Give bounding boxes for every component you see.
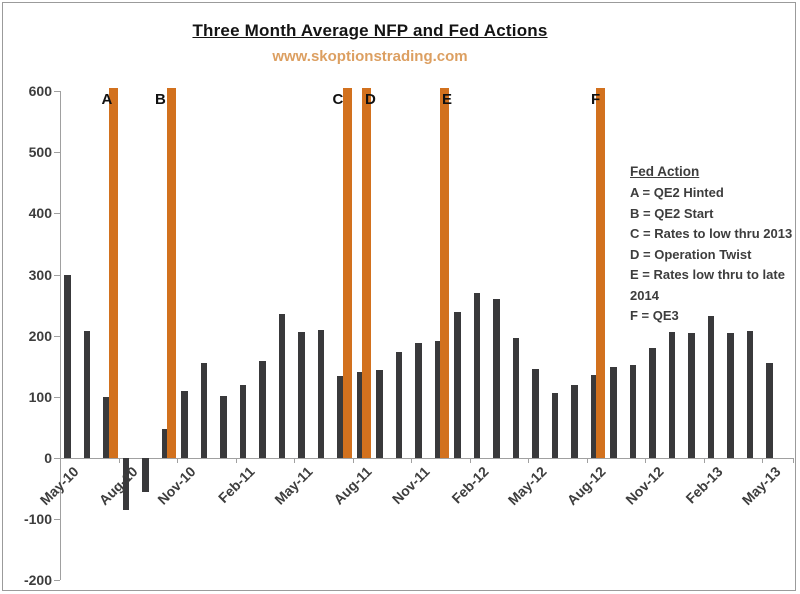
nfp-bar-Sep-11 [376, 369, 383, 458]
y-axis-tick [54, 274, 60, 276]
nfp-bar-Jan-13 [688, 333, 695, 458]
legend-entry-C: C = Rates to low thru 2013 [630, 226, 793, 241]
y-axis-tick [54, 396, 60, 398]
y-axis-label: 300 [28, 266, 52, 283]
y-axis-tick [54, 152, 60, 154]
chart-subtitle: www.skoptionstrading.com [272, 48, 468, 65]
fed-action-line-F [596, 88, 605, 458]
nfp-bar-Dec-11 [434, 341, 441, 458]
nfp-bar-Aug-12 [590, 374, 597, 458]
nfp-bar-Jun-11 [317, 329, 324, 458]
nfp-bar-May-11 [298, 331, 305, 458]
y-axis-tick [54, 580, 60, 582]
legend-entry-F: F = QE3 [630, 308, 679, 323]
y-axis-tick [54, 335, 60, 337]
x-axis-tick [762, 458, 763, 463]
y-axis-label: 100 [28, 388, 52, 405]
x-axis-tick [528, 458, 529, 463]
chart-title: Three Month Average NFP and Fed Actions [192, 21, 548, 40]
nfp-bar-Feb-13 [707, 316, 714, 458]
y-axis-tick [54, 519, 60, 521]
nfp-bar-Sep-12 [610, 366, 617, 458]
y-axis-label: -100 [23, 511, 52, 528]
nfp-bar-Aug-11 [356, 372, 363, 458]
nfp-bar-Jan-11 [220, 395, 227, 458]
y-axis-label: 0 [44, 450, 52, 466]
x-axis-tick [352, 458, 354, 463]
nfp-bar-Oct-11 [395, 351, 402, 458]
nfp-bar-Jun-10 [83, 331, 90, 458]
y-axis-tick [54, 213, 60, 215]
y-axis-label: 600 [28, 83, 52, 99]
x-axis-tick [792, 458, 794, 463]
fed-action-letter-A: A [101, 91, 113, 108]
y-axis-line [59, 91, 61, 580]
nfp-bar-Dec-12 [668, 331, 675, 458]
nfp-bar-Nov-11 [415, 343, 422, 458]
y-axis-label: 500 [28, 144, 52, 161]
y-axis-tick [54, 91, 60, 92]
fed-action-legend: Fed Action A = QE2 Hinted B = QE2 Start C … [630, 164, 796, 327]
legend-entry-A: A = QE2 Hinted [630, 185, 724, 200]
x-axis-tick [703, 458, 705, 463]
fed-action-line-A [108, 88, 118, 458]
nfp-bar-Mar-12 [493, 298, 500, 458]
nfp-bar-Feb-12 [473, 292, 480, 458]
x-axis-tick [411, 458, 412, 463]
x-axis-tick [177, 458, 178, 463]
nfp-bar-Nov-12 [649, 347, 656, 458]
fed-action-line-D [362, 88, 371, 458]
nfp-bar-Nov-10 [181, 390, 188, 458]
nfp-bar-Apr-12 [512, 338, 519, 458]
fed-action-line-E [440, 88, 449, 458]
x-axis-tick [469, 458, 471, 463]
nfp-bar-Jul-11 [337, 376, 344, 458]
x-axis-tick [118, 458, 120, 463]
y-axis-label: 400 [28, 205, 52, 222]
nfp-bar-Apr-11 [278, 314, 285, 458]
nfp-bar-May-12 [532, 368, 539, 458]
y-axis-label: -200 [23, 572, 52, 589]
x-axis-line [60, 457, 794, 459]
fed-action-letter-D: D [365, 91, 376, 108]
nfp-bar-May-10 [64, 274, 71, 458]
nfp-bar-Jan-12 [454, 312, 461, 458]
nfp-bar-Apr-13 [746, 331, 753, 458]
fed-action-letter-C: C [332, 91, 344, 108]
nfp-bar-Feb-11 [239, 384, 246, 458]
nfp-bar-May-13 [766, 363, 773, 458]
legend-entry-B: B = QE2 Start [630, 205, 714, 221]
nfp-bar-Mar-11 [259, 361, 266, 458]
nfp-bar-Oct-12 [629, 365, 636, 458]
nfp-bar-Oct-10 [161, 428, 168, 458]
legend-entry-E: E = Rates low thru to late 2014 [630, 267, 785, 303]
nfp-bar-Jun-12 [551, 392, 558, 458]
y-axis-tick [54, 458, 60, 459]
x-axis-tick [645, 458, 646, 463]
x-axis-tick [60, 458, 61, 463]
nfp-bar-Jul-12 [571, 385, 578, 458]
legend-entries: A = QE2 Hinted B = QE2 Start C = Rates to … [630, 183, 796, 327]
nfp-bar-Jul-10 [103, 396, 110, 458]
nfp-bar-Aug-10 [122, 458, 129, 510]
nfp-bar-Mar-13 [727, 332, 734, 458]
x-axis-tick [294, 458, 295, 463]
fed-action-line-C [342, 88, 352, 458]
x-axis-tick [235, 458, 237, 463]
fed-action-letter-E: E [442, 91, 453, 108]
x-axis-tick [586, 458, 588, 463]
fed-action-letter-F: F [591, 91, 601, 108]
nfp-bar-Dec-10 [200, 363, 207, 458]
y-axis-label: 200 [28, 327, 52, 344]
nfp-bar-Sep-10 [142, 458, 149, 492]
fed-action-line-B [167, 88, 176, 458]
legend-title: Fed Action [630, 164, 700, 179]
fed-action-letter-B: B [155, 91, 166, 108]
legend-entry-D: D = Operation Twist [630, 246, 752, 262]
